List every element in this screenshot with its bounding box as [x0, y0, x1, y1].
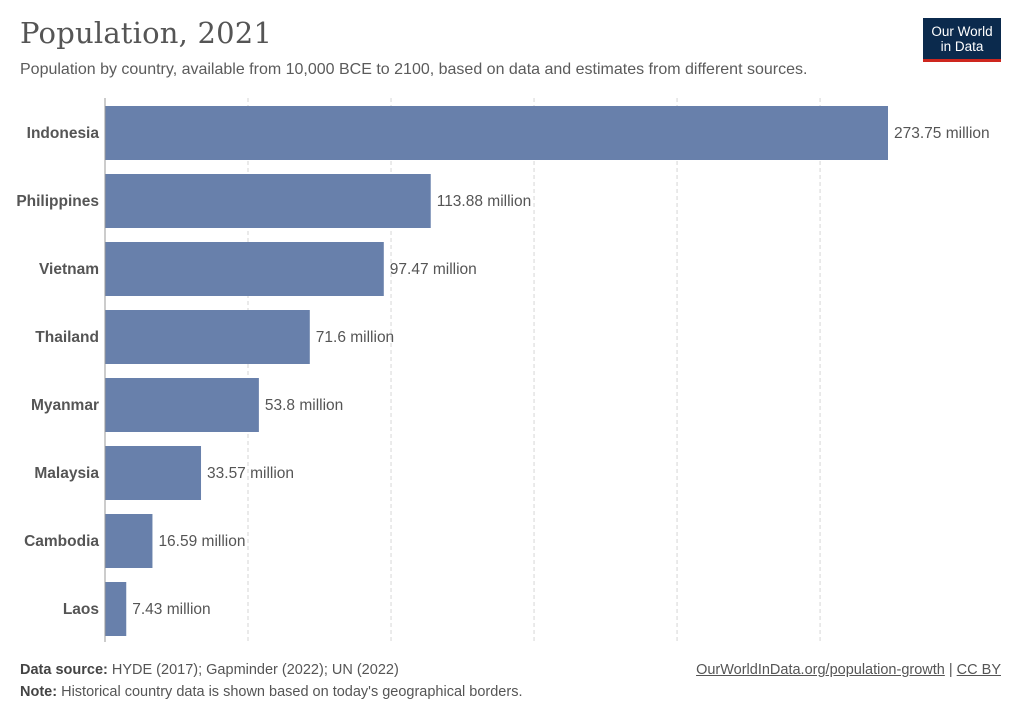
chart-subtitle: Population by country, available from 10…: [20, 61, 808, 78]
bar-chart: Indonesia 273.75 million Philippines 113.88…: [16, 98, 990, 642]
category-label: Philippines: [16, 193, 99, 210]
value-label: 33.57 million: [207, 465, 294, 482]
value-label: 273.75 million: [894, 125, 990, 142]
bar-philippines: [105, 174, 431, 228]
value-label: 53.8 million: [265, 397, 343, 414]
logo-line-1: Our World: [931, 24, 993, 39]
bar-thailand: [105, 310, 310, 364]
value-label: 16.59 million: [158, 533, 245, 550]
note-label: Note:: [20, 684, 58, 700]
value-label: 97.47 million: [390, 261, 477, 278]
bar-myanmar: [105, 378, 259, 432]
value-label: 71.6 million: [316, 329, 394, 346]
bar-indonesia: [105, 106, 888, 160]
category-label: Myanmar: [31, 397, 99, 414]
source-link[interactable]: OurWorldInData.org/population-growth: [696, 662, 945, 678]
bar-cambodia: [105, 514, 153, 568]
license-link[interactable]: CC BY: [956, 662, 1001, 678]
data-source: Data source: HYDE (2017); Gapminder (202…: [20, 662, 399, 678]
value-label: 7.43 million: [132, 601, 210, 618]
category-label: Cambodia: [24, 533, 99, 550]
data-source-text: HYDE (2017); Gapminder (2022); UN (2022): [107, 662, 399, 678]
chart-title: Population, 2021: [20, 16, 273, 50]
value-label: 113.88 million: [437, 193, 532, 210]
category-label: Laos: [63, 601, 99, 618]
bar-laos: [105, 582, 127, 636]
note-text: Historical country data is shown based o…: [57, 684, 523, 700]
category-label: Indonesia: [27, 125, 100, 142]
bar-vietnam: [105, 242, 384, 296]
bar-malaysia: [105, 446, 202, 500]
link-separator: |: [944, 662, 957, 678]
chart-note: Note: Historical country data is shown b…: [20, 684, 522, 700]
footer-links: OurWorldInData.org/population-growth | C…: [696, 662, 1001, 678]
category-label: Malaysia: [34, 465, 99, 482]
category-label: Thailand: [35, 329, 99, 346]
category-label: Vietnam: [39, 261, 99, 278]
logo-line-2: in Data: [940, 39, 984, 54]
data-source-label: Data source:: [20, 662, 108, 678]
owid-logo[interactable]: Our World in Data: [923, 18, 1001, 62]
